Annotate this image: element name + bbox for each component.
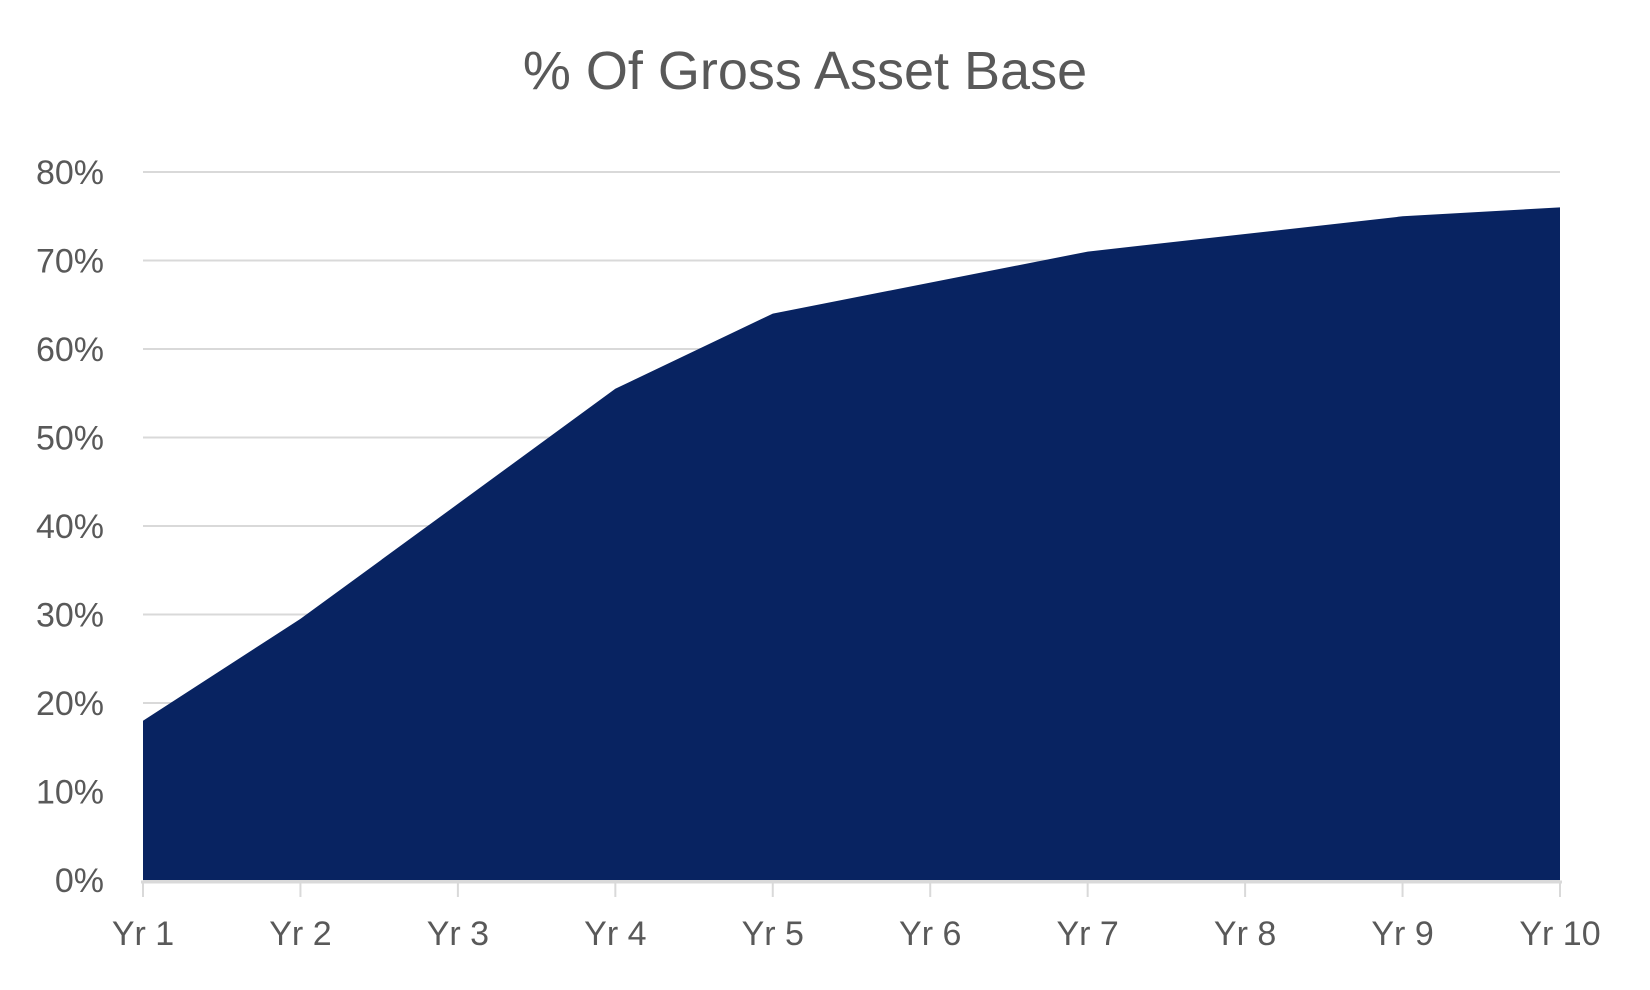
x-axis-label: Yr 8 xyxy=(1214,915,1276,953)
y-axis-label: 0% xyxy=(55,862,104,900)
y-axis-label: 70% xyxy=(36,243,104,281)
y-axis-label: 80% xyxy=(36,154,104,192)
area-series xyxy=(143,207,1560,880)
y-axis-label: 10% xyxy=(36,774,104,812)
x-axis-label: Yr 9 xyxy=(1371,915,1433,953)
x-axis-label: Yr 6 xyxy=(899,915,961,953)
x-axis-label: Yr 7 xyxy=(1056,915,1118,953)
y-axis-label: 20% xyxy=(36,685,104,723)
y-axis-label: 60% xyxy=(36,331,104,369)
y-axis-label: 50% xyxy=(36,420,104,458)
x-axis-label: Yr 1 xyxy=(112,915,174,953)
x-axis-label: Yr 3 xyxy=(427,915,489,953)
x-axis-label: Yr 4 xyxy=(584,915,646,953)
y-axis-label: 30% xyxy=(36,597,104,635)
chart-title: % Of Gross Asset Base xyxy=(522,41,1088,101)
x-axis-label: Yr 5 xyxy=(742,915,804,953)
y-axis-label: 40% xyxy=(36,508,104,546)
x-axis-label: Yr 2 xyxy=(269,915,331,953)
x-axis-label: Yr 10 xyxy=(1519,915,1600,953)
